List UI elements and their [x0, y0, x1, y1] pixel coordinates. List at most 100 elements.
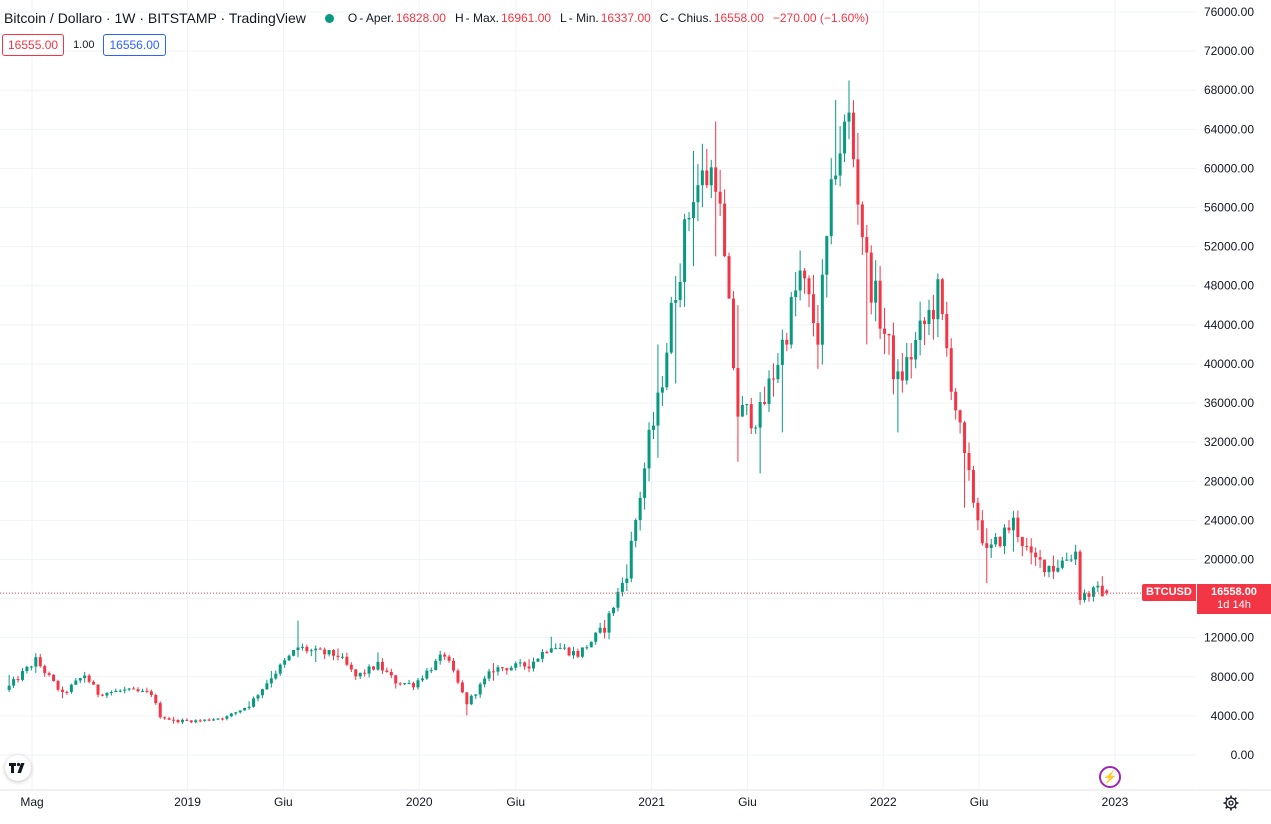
y-tick-label: 32000.00: [1204, 435, 1254, 449]
candle-body: [807, 278, 811, 295]
change-value: −270.00 (−1.60%): [772, 11, 869, 25]
candle-body: [176, 719, 180, 723]
candle-body: [540, 651, 544, 659]
candle-body: [691, 202, 695, 219]
candle-body: [758, 402, 762, 428]
candle-body: [25, 666, 29, 672]
candle-body: [638, 497, 642, 521]
candle-body: [363, 672, 367, 674]
candle-body: [856, 159, 860, 205]
x-tick-label: 2020: [406, 795, 433, 809]
candle-body: [256, 695, 260, 699]
gear-icon[interactable]: [1221, 793, 1241, 813]
y-tick-label: 12000.00: [1204, 631, 1254, 645]
candle-body: [332, 650, 336, 656]
candle-body: [309, 650, 313, 652]
x-tick-label: 2019: [174, 795, 201, 809]
candle-body: [963, 422, 967, 454]
high-value: 16961.00: [500, 11, 552, 25]
y-tick-label: 20000.00: [1204, 552, 1254, 566]
candle-body: [234, 712, 238, 714]
candle-body: [29, 666, 33, 668]
candle-body: [532, 661, 536, 669]
candle-body: [900, 371, 904, 381]
candle-body: [967, 453, 971, 471]
candle-body: [731, 298, 735, 369]
symbol-title[interactable]: Bitcoin / Dollaro · 1W · BITSTAMP · Trad…: [4, 10, 306, 26]
candle-body: [931, 309, 935, 320]
candle-body: [767, 378, 771, 404]
candle-body: [327, 650, 331, 655]
candle-body: [523, 662, 527, 667]
sell-button[interactable]: 16555.00: [2, 34, 65, 56]
candle-body: [958, 410, 962, 423]
candle-body: [620, 582, 624, 592]
candle-body: [589, 641, 593, 648]
candle-body: [74, 680, 78, 685]
candle-body: [860, 204, 864, 238]
candle-body: [189, 720, 193, 723]
candle-body: [278, 664, 282, 674]
candle-body: [296, 647, 300, 650]
close-value: 16558.00: [713, 11, 764, 25]
candle-body: [949, 348, 953, 392]
candle-body: [1069, 559, 1073, 561]
candle-body: [1065, 559, 1069, 561]
market-status-icon[interactable]: [324, 13, 334, 23]
candle-body: [212, 719, 216, 721]
candle-body: [492, 671, 496, 673]
candle-body: [816, 323, 820, 345]
candle-body: [180, 719, 184, 723]
candle-body: [740, 405, 744, 417]
candle-body: [736, 368, 740, 417]
candle-body: [1025, 545, 1029, 547]
candle-body: [545, 651, 549, 653]
y-tick-label: 4000.00: [1211, 709, 1255, 723]
candle-body: [229, 713, 233, 717]
buy-button[interactable]: 16556.00: [103, 34, 166, 56]
candle-body: [727, 256, 731, 299]
candle-body: [869, 252, 873, 303]
candle-body: [287, 655, 291, 661]
candle-body: [629, 540, 633, 579]
candle-body: [105, 692, 109, 696]
y-tick-label: 36000.00: [1204, 396, 1254, 410]
candle-body: [811, 294, 815, 324]
candle-body: [429, 670, 433, 672]
candle-body: [323, 649, 327, 655]
candle-body: [843, 121, 847, 154]
candle-body: [1029, 546, 1033, 553]
candle-body: [714, 167, 718, 192]
last-price-value: 16558.00: [1211, 586, 1257, 599]
candle-body: [514, 663, 518, 668]
candle-body: [674, 299, 678, 303]
candle-body: [220, 718, 224, 720]
candle-body: [829, 179, 833, 237]
candle-body: [474, 694, 478, 696]
candle-body: [696, 185, 700, 203]
tradingview-logo-icon[interactable]: [5, 755, 31, 781]
candle-body: [269, 678, 273, 684]
candle-body: [914, 339, 918, 360]
candle-body: [660, 387, 664, 393]
candle-body: [763, 402, 767, 404]
lightning-icon[interactable]: ⚡: [1099, 766, 1121, 788]
candle-body: [771, 378, 775, 380]
candle-body: [665, 352, 669, 388]
candle-body: [896, 371, 900, 380]
candle-body: [647, 429, 651, 469]
candle-body: [483, 678, 487, 685]
candle-body: [980, 520, 984, 544]
bar-countdown: 1d 14h: [1217, 599, 1251, 612]
x-tick-label: 2022: [870, 795, 897, 809]
candle-body: [465, 692, 469, 705]
candle-body: [656, 392, 660, 426]
candle-body: [109, 692, 113, 694]
low-label: L: [560, 11, 567, 25]
candle-body: [687, 218, 691, 220]
candle-body: [838, 153, 842, 176]
candle-body: [1003, 527, 1007, 547]
candle-body: [887, 333, 891, 336]
